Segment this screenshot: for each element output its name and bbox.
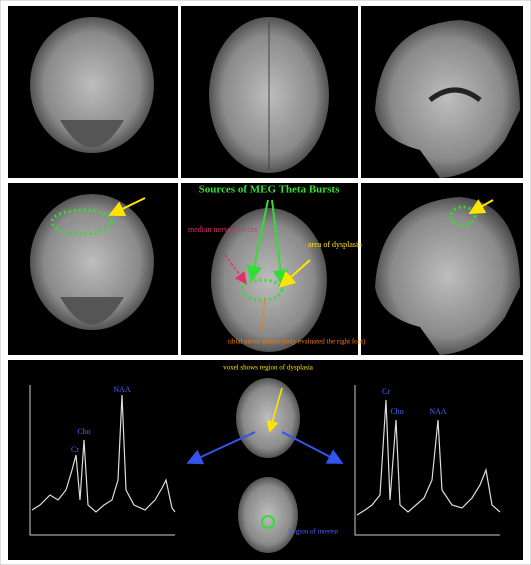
axial-brain [236, 378, 300, 458]
annotation: tibial nerve source (only evaluated the … [228, 338, 366, 346]
caption: voxel shows region of dysplasia [223, 364, 314, 372]
top-row [8, 6, 523, 178]
peak-label: NAA [113, 385, 131, 394]
peak-label: Cho [77, 427, 90, 436]
bottom-row: Cr Cho NAA Cr Cho NAA voxel shows region… [8, 360, 523, 560]
annotation: Sources of MEG Theta Bursts [199, 184, 340, 196]
figure: Sources of MEG Theta Bursts area of dysp… [0, 0, 531, 565]
annotation: median nerve sources [188, 225, 257, 234]
annotation: area of dysplasia [308, 240, 362, 249]
peak-label: NAA [429, 407, 447, 416]
peak-label: Cr [382, 387, 390, 396]
middle-row: Sources of MEG Theta Bursts area of dysp… [8, 183, 523, 355]
peak-label: Cho [390, 407, 403, 416]
page: Sources of MEG Theta Bursts area of dysp… [0, 0, 531, 565]
peak-label: Cr [71, 445, 79, 454]
caption: Region of interest [288, 528, 338, 536]
